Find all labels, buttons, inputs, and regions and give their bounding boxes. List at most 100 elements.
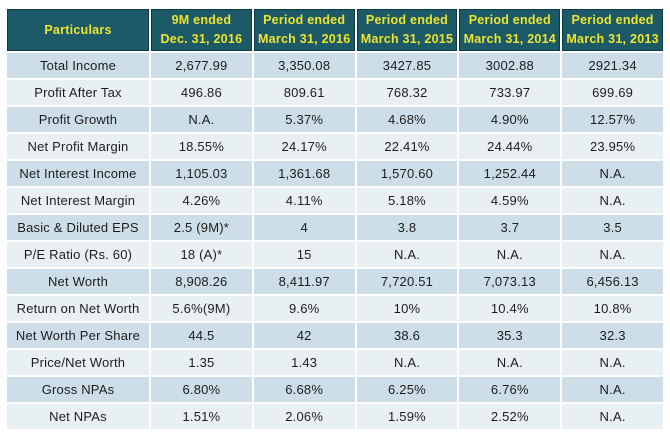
- value-cell: N.A.: [562, 377, 663, 402]
- value-cell: N.A.: [562, 161, 663, 186]
- value-cell: 1.43: [253, 350, 355, 375]
- value-cell: N.A.: [356, 350, 458, 375]
- row-label: Profit After Tax: [7, 80, 149, 105]
- value-cell: 10.8%: [562, 296, 663, 321]
- period-column-header: Period ended March 31, 2016: [253, 9, 355, 51]
- table-row: Profit Growth N.A. 5.37% 4.68% 4.90% 12.57%: [7, 107, 663, 132]
- value-cell: 4.68%: [356, 107, 458, 132]
- value-cell: 44.5: [151, 323, 252, 348]
- value-cell: 35.3: [459, 323, 561, 348]
- value-cell: N.A.: [459, 242, 561, 267]
- value-cell: 5.6%(9M): [151, 296, 252, 321]
- value-cell: 1,105.03: [151, 161, 252, 186]
- row-label: Basic & Diluted EPS: [7, 215, 149, 240]
- table-row: Price/Net Worth 1.35 1.43 N.A. N.A. N.A.: [7, 350, 663, 375]
- value-cell: 24.17%: [253, 134, 355, 159]
- value-cell: 768.32: [356, 80, 458, 105]
- table-row: Net NPAs 1.51% 2.06% 1.59% 2.52% N.A.: [7, 404, 663, 429]
- value-cell: 1,252.44: [459, 161, 561, 186]
- value-cell: 24.44%: [459, 134, 561, 159]
- value-cell: N.A.: [151, 107, 252, 132]
- value-cell: 9.6%: [253, 296, 355, 321]
- value-cell: 7,073.13: [459, 269, 561, 294]
- value-cell: 4.90%: [459, 107, 561, 132]
- row-label: Net Worth Per Share: [7, 323, 149, 348]
- value-cell: 3.8: [356, 215, 458, 240]
- header-row: Particulars 9M ended Dec. 31, 2016 Period …: [7, 9, 663, 51]
- value-cell: 18 (A)*: [151, 242, 252, 267]
- row-label: Profit Growth: [7, 107, 149, 132]
- value-cell: 2.52%: [459, 404, 561, 429]
- row-label: Net Interest Margin: [7, 188, 149, 213]
- table-row: Net Interest Margin 4.26% 4.11% 5.18% 4.59% N…: [7, 188, 663, 213]
- value-cell: 15: [253, 242, 355, 267]
- period-column-header: Period ended March 31, 2013: [562, 9, 663, 51]
- row-label: Net Worth: [7, 269, 149, 294]
- value-cell: 4.59%: [459, 188, 561, 213]
- value-cell: 32.3: [562, 323, 663, 348]
- particulars-column-header: Particulars: [7, 9, 149, 51]
- value-cell: 2.06%: [253, 404, 355, 429]
- table-row: Profit After Tax 496.86 809.61 768.32 733.97…: [7, 80, 663, 105]
- row-label: Return on Net Worth: [7, 296, 149, 321]
- value-cell: 3427.85: [356, 53, 458, 78]
- value-cell: 23.95%: [562, 134, 663, 159]
- value-cell: 2921.34: [562, 53, 663, 78]
- value-cell: 6.68%: [253, 377, 355, 402]
- value-cell: N.A.: [356, 242, 458, 267]
- value-cell: 6.25%: [356, 377, 458, 402]
- row-label: Net Interest Income: [7, 161, 149, 186]
- value-cell: 2.5 (9M)*: [151, 215, 252, 240]
- value-cell: 6.80%: [151, 377, 252, 402]
- value-cell: 8,908.26: [151, 269, 252, 294]
- period-column-header: Period ended March 31, 2015: [356, 9, 458, 51]
- row-label: Price/Net Worth: [7, 350, 149, 375]
- table-row: Basic & Diluted EPS 2.5 (9M)* 4 3.8 3.7 3.5: [7, 215, 663, 240]
- value-cell: 2,677.99: [151, 53, 252, 78]
- table-row: Gross NPAs 6.80% 6.68% 6.25% 6.76% N.A.: [7, 377, 663, 402]
- value-cell: 1.59%: [356, 404, 458, 429]
- value-cell: 3.5: [562, 215, 663, 240]
- value-cell: 22.41%: [356, 134, 458, 159]
- value-cell: 6,456.13: [562, 269, 663, 294]
- value-cell: 1,570.60: [356, 161, 458, 186]
- value-cell: 496.86: [151, 80, 252, 105]
- financial-summary-table: Particulars 9M ended Dec. 31, 2016 Period …: [5, 7, 665, 431]
- value-cell: 3002.88: [459, 53, 561, 78]
- value-cell: 5.37%: [253, 107, 355, 132]
- value-cell: N.A.: [562, 404, 663, 429]
- table-row: Net Interest Income 1,105.03 1,361.68 1,570…: [7, 161, 663, 186]
- value-cell: N.A.: [459, 350, 561, 375]
- period-column-header: Period ended March 31, 2014: [459, 9, 561, 51]
- table-row: Net Worth 8,908.26 8,411.97 7,720.51 7,073.1…: [7, 269, 663, 294]
- value-cell: N.A.: [562, 188, 663, 213]
- row-label: Net Profit Margin: [7, 134, 149, 159]
- value-cell: 8,411.97: [253, 269, 355, 294]
- value-cell: 3,350.08: [253, 53, 355, 78]
- row-label: Total Income: [7, 53, 149, 78]
- period-column-header: 9M ended Dec. 31, 2016: [151, 9, 252, 51]
- value-cell: 733.97: [459, 80, 561, 105]
- value-cell: 4.11%: [253, 188, 355, 213]
- value-cell: 809.61: [253, 80, 355, 105]
- table-row: Return on Net Worth 5.6%(9M) 9.6% 10% 10.4% 1…: [7, 296, 663, 321]
- value-cell: 18.55%: [151, 134, 252, 159]
- value-cell: 1,361.68: [253, 161, 355, 186]
- value-cell: 6.76%: [459, 377, 561, 402]
- row-label: Gross NPAs: [7, 377, 149, 402]
- table-row: Total Income 2,677.99 3,350.08 3427.85 3002.…: [7, 53, 663, 78]
- value-cell: 4.26%: [151, 188, 252, 213]
- table-row: P/E Ratio (Rs. 60) 18 (A)* 15 N.A. N.A. N.A.: [7, 242, 663, 267]
- row-label: P/E Ratio (Rs. 60): [7, 242, 149, 267]
- value-cell: 10.4%: [459, 296, 561, 321]
- value-cell: 7,720.51: [356, 269, 458, 294]
- value-cell: 3.7: [459, 215, 561, 240]
- value-cell: 1.35: [151, 350, 252, 375]
- value-cell: 699.69: [562, 80, 663, 105]
- value-cell: 5.18%: [356, 188, 458, 213]
- value-cell: 42: [253, 323, 355, 348]
- value-cell: 38.6: [356, 323, 458, 348]
- value-cell: 1.51%: [151, 404, 252, 429]
- value-cell: 4: [253, 215, 355, 240]
